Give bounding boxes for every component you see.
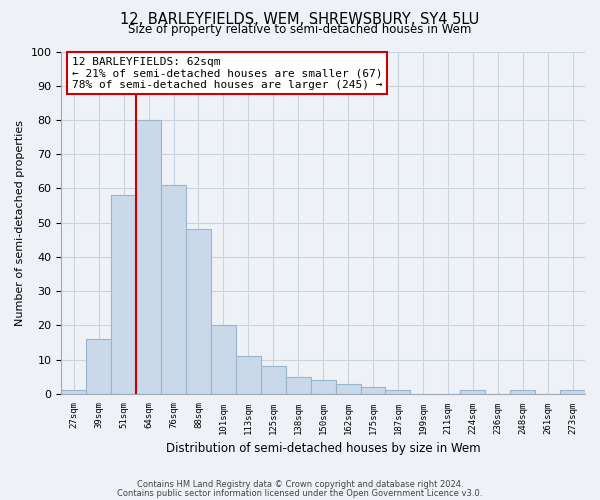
- Bar: [385, 390, 410, 394]
- Bar: [211, 326, 236, 394]
- Bar: [460, 390, 485, 394]
- X-axis label: Distribution of semi-detached houses by size in Wem: Distribution of semi-detached houses by …: [166, 442, 481, 455]
- Bar: [111, 196, 136, 394]
- Bar: [286, 376, 311, 394]
- Bar: [560, 390, 585, 394]
- Bar: [161, 185, 186, 394]
- Text: 12 BARLEYFIELDS: 62sqm
← 21% of semi-detached houses are smaller (67)
78% of sem: 12 BARLEYFIELDS: 62sqm ← 21% of semi-det…: [72, 56, 382, 90]
- Text: Contains HM Land Registry data © Crown copyright and database right 2024.: Contains HM Land Registry data © Crown c…: [137, 480, 463, 489]
- Bar: [136, 120, 161, 394]
- Bar: [510, 390, 535, 394]
- Text: 12, BARLEYFIELDS, WEM, SHREWSBURY, SY4 5LU: 12, BARLEYFIELDS, WEM, SHREWSBURY, SY4 5…: [121, 12, 479, 28]
- Bar: [261, 366, 286, 394]
- Bar: [86, 339, 111, 394]
- Text: Size of property relative to semi-detached houses in Wem: Size of property relative to semi-detach…: [128, 22, 472, 36]
- Bar: [61, 390, 86, 394]
- Bar: [335, 384, 361, 394]
- Bar: [361, 387, 385, 394]
- Bar: [311, 380, 335, 394]
- Text: Contains public sector information licensed under the Open Government Licence v3: Contains public sector information licen…: [118, 489, 482, 498]
- Bar: [236, 356, 261, 394]
- Bar: [186, 230, 211, 394]
- Y-axis label: Number of semi-detached properties: Number of semi-detached properties: [15, 120, 25, 326]
